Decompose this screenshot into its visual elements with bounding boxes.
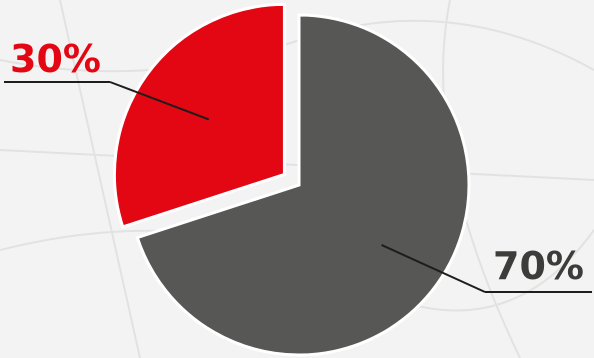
leader-line: [109, 81, 210, 121]
pie-slice: [135, 13, 471, 357]
value-label: 30%: [10, 37, 101, 81]
leader-line: [381, 244, 486, 293]
value-label: 70%: [493, 244, 584, 288]
